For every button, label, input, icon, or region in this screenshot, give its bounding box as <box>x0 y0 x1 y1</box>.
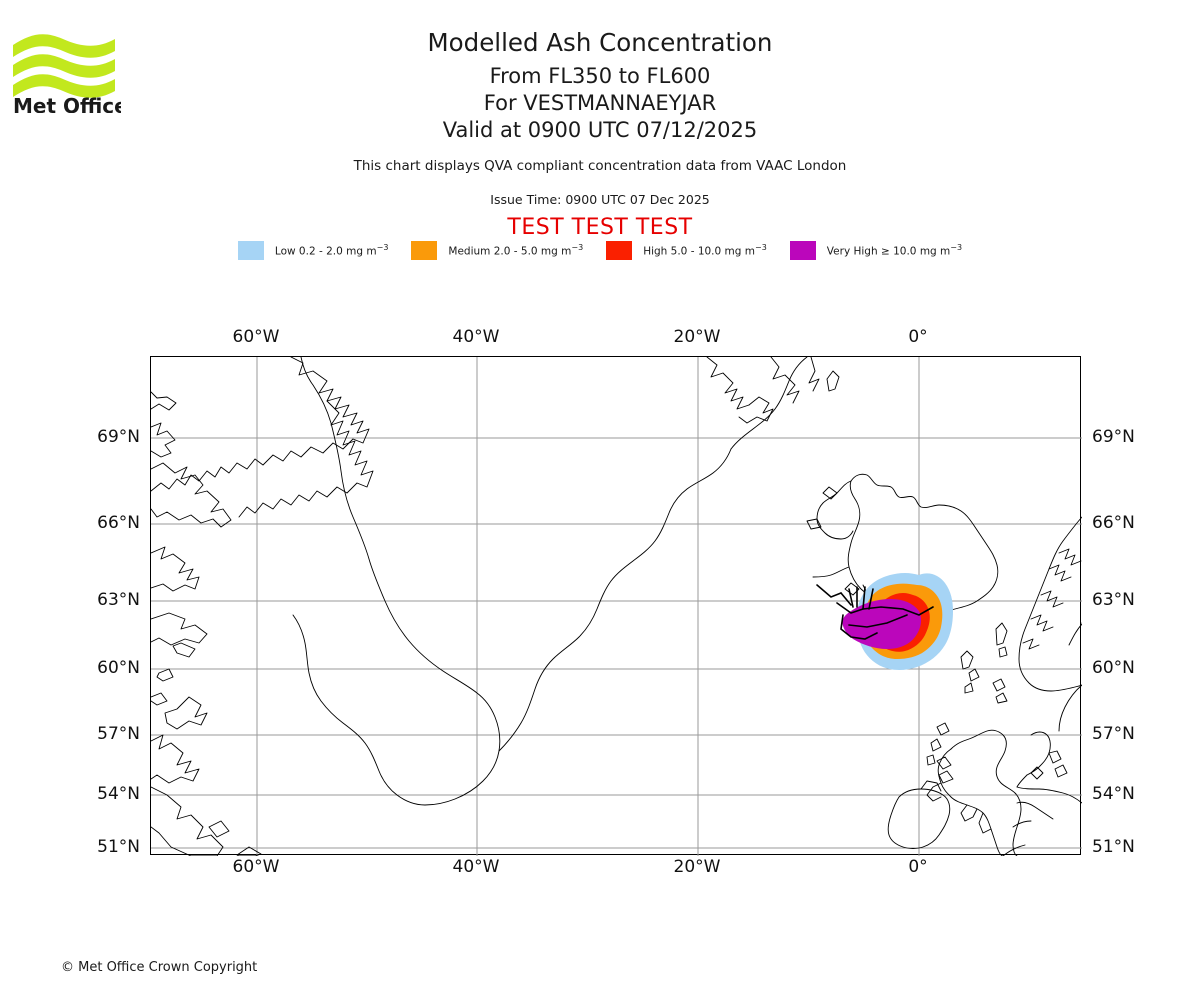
legend-swatch-low <box>237 241 264 260</box>
lon-tick-top-40W: 40°W <box>452 327 500 347</box>
concentration-legend: Low 0.2 - 2.0 mg m−3 Medium 2.0 - 5.0 mg… <box>0 241 1200 260</box>
lat-tick-right-63N: 63°N <box>1092 590 1135 610</box>
lat-tick-right-60N: 60°N <box>1092 658 1135 678</box>
lon-tick-top-0: 0° <box>908 327 928 347</box>
lon-tick-bottom-40W: 40°W <box>452 857 500 877</box>
coastline-over-plume <box>816 584 934 640</box>
lat-tick-right-57N: 57°N <box>1092 724 1135 744</box>
lon-tick-bottom-20W: 20°W <box>673 857 721 877</box>
logo-wave-bands <box>13 34 115 98</box>
lat-tick-left-51N: 51°N <box>97 837 140 857</box>
legend-item-medium: Medium 2.0 - 5.0 mg m−3 <box>411 241 583 260</box>
flight-level-line: From FL350 to FL600 <box>489 64 711 88</box>
lat-tick-left-66N: 66°N <box>97 513 140 533</box>
legend-label-low: Low 0.2 - 2.0 mg m−3 <box>274 243 389 258</box>
lat-tick-left-57N: 57°N <box>97 724 140 744</box>
qva-note: This chart displays QVA compliant concen… <box>353 158 847 174</box>
legend-swatch-medium <box>411 241 438 260</box>
lon-tick-bottom-0: 0° <box>908 857 928 877</box>
lat-tick-left-63N: 63°N <box>97 590 140 610</box>
map-coastlines <box>151 357 1082 856</box>
legend-item-very-high: Very High ≥ 10.0 mg m−3 <box>789 241 963 260</box>
lat-tick-left-54N: 54°N <box>97 784 140 804</box>
test-banner: TEST TEST TEST <box>507 215 693 240</box>
legend-item-low: Low 0.2 - 2.0 mg m−3 <box>237 241 389 260</box>
map-gridlines <box>151 357 1082 856</box>
lat-tick-right-69N: 69°N <box>1092 427 1135 447</box>
valid-time-line: Valid at 0900 UTC 07/12/2025 <box>442 118 758 142</box>
lon-tick-top-60W: 60°W <box>232 327 280 347</box>
issue-time: Issue Time: 0900 UTC 07 Dec 2025 <box>490 192 710 207</box>
lon-tick-bottom-60W: 60°W <box>232 857 280 877</box>
page-title: Modelled Ash Concentration <box>427 28 773 57</box>
lon-tick-top-20W: 20°W <box>673 327 721 347</box>
legend-label-high: High 5.0 - 10.0 mg m−3 <box>643 243 767 258</box>
legend-swatch-very-high <box>789 241 816 260</box>
legend-label-medium: Medium 2.0 - 5.0 mg m−3 <box>448 243 584 258</box>
met-office-logo-graphic: Met Office <box>13 34 121 113</box>
ash-plume-contours <box>842 573 953 670</box>
lat-tick-right-54N: 54°N <box>1092 784 1135 804</box>
lat-tick-right-66N: 66°N <box>1092 513 1135 533</box>
met-office-logo: Met Office <box>11 23 121 113</box>
volcano-line: For VESTMANNAEYJAR <box>483 91 717 115</box>
lat-tick-left-60N: 60°N <box>97 658 140 678</box>
legend-swatch-high <box>606 241 633 260</box>
legend-label-very-high: Very High ≥ 10.0 mg m−3 <box>826 243 963 258</box>
legend-item-high: High 5.0 - 10.0 mg m−3 <box>606 241 767 260</box>
map-canvas <box>151 357 1082 856</box>
ash-concentration-map <box>150 356 1082 856</box>
lat-tick-left-69N: 69°N <box>97 427 140 447</box>
met-office-logo-text: Met Office <box>13 94 121 113</box>
copyright-notice: © Met Office Crown Copyright <box>61 960 258 975</box>
lat-tick-right-51N: 51°N <box>1092 837 1135 857</box>
